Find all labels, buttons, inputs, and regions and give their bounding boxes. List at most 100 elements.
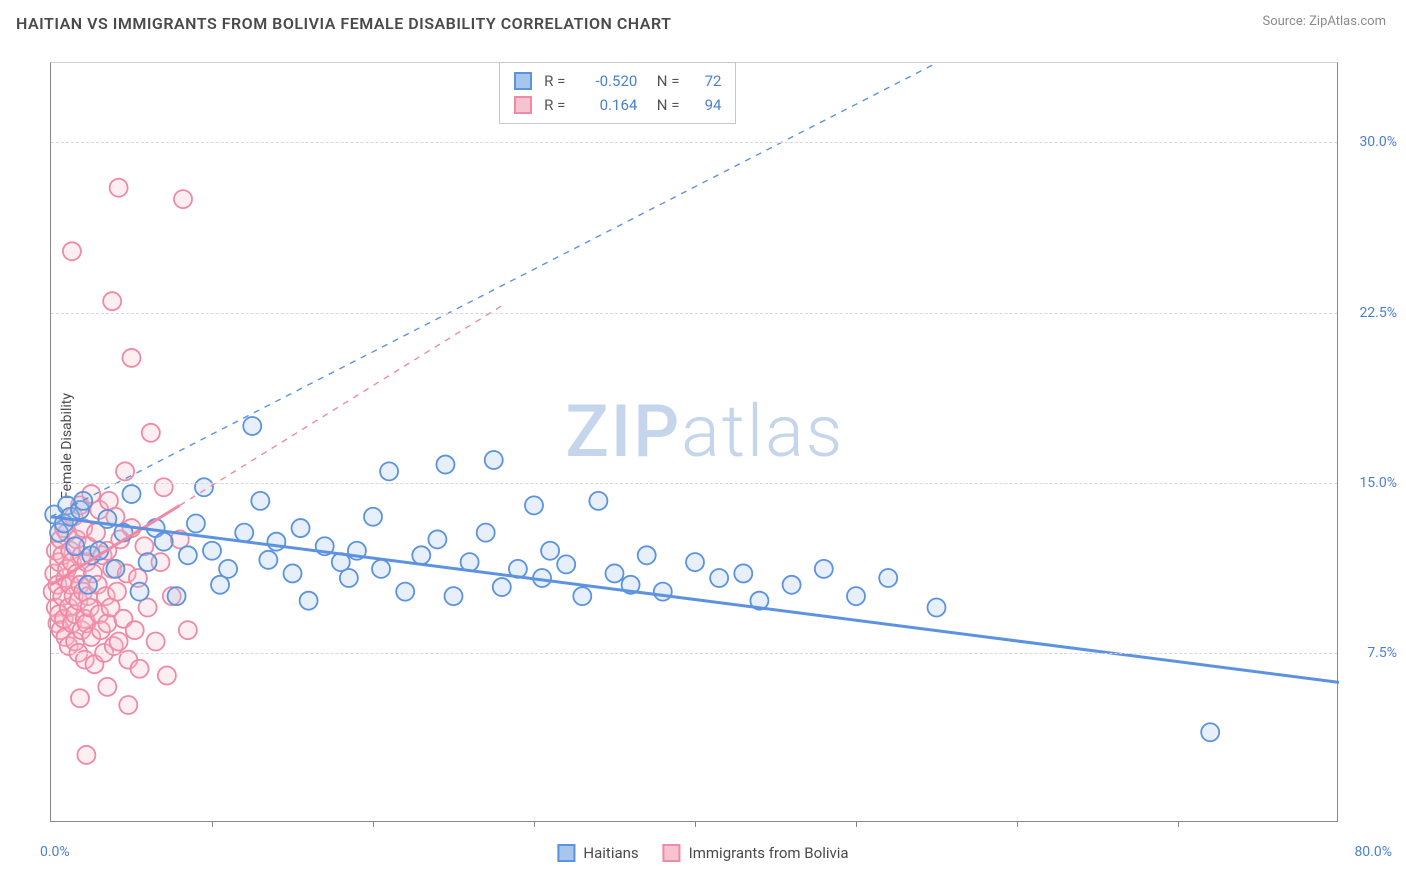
scatter-point: [110, 179, 128, 197]
y-tick-label: 22.5%: [1359, 305, 1397, 321]
y-tick-label: 30.0%: [1359, 134, 1397, 150]
chart-container: HAITIAN VS IMMIGRANTS FROM BOLIVIA FEMAL…: [0, 0, 1406, 892]
source-attribution: Source: ZipAtlas.com: [1262, 14, 1386, 29]
gridline: [51, 653, 1337, 654]
scatter-point: [396, 583, 414, 601]
n-value-bolivia: 94: [689, 93, 721, 117]
scatter-point: [428, 530, 446, 548]
n-label: N =: [649, 69, 679, 93]
swatch-haitians: [557, 844, 575, 862]
plot-area: ZIPatlas 7.5%15.0%22.5%30.0%: [50, 62, 1338, 822]
x-tick: [1017, 821, 1018, 827]
scatter-point: [243, 417, 261, 435]
scatter-point: [734, 564, 752, 582]
trend-line-solid: [51, 517, 1339, 683]
scatter-point: [131, 660, 149, 678]
scatter-point: [139, 553, 157, 571]
legend-item-haitians: Haitians: [557, 844, 638, 862]
n-value-haitians: 72: [689, 69, 721, 93]
gridline: [51, 142, 1337, 143]
r-value-haitians: -0.520: [575, 69, 637, 93]
scatter-svg: [51, 63, 1339, 823]
scatter-point: [235, 524, 253, 542]
scatter-point: [525, 496, 543, 514]
scatter-point: [445, 587, 463, 605]
scatter-point: [251, 492, 269, 510]
scatter-point: [493, 578, 511, 596]
scatter-point: [1201, 723, 1219, 741]
scatter-point: [119, 696, 137, 714]
legend-item-bolivia: Immigrants from Bolivia: [663, 844, 849, 862]
scatter-point: [219, 560, 237, 578]
y-tick-label: 7.5%: [1367, 645, 1397, 661]
legend-row-bolivia: R = 0.164 N = 94: [514, 93, 721, 117]
scatter-point: [179, 546, 197, 564]
scatter-point: [380, 462, 398, 480]
scatter-point: [158, 667, 176, 685]
r-value-bolivia: 0.164: [575, 93, 637, 117]
legend-label-haitians: Haitians: [583, 844, 638, 862]
scatter-point: [155, 478, 173, 496]
scatter-point: [63, 242, 81, 260]
scatter-point: [638, 546, 656, 564]
scatter-point: [74, 492, 92, 510]
trend-line-dashed: [51, 63, 937, 517]
chart-title: HAITIAN VS IMMIGRANTS FROM BOLIVIA FEMAL…: [16, 14, 671, 33]
scatter-point: [879, 569, 897, 587]
scatter-point: [168, 587, 186, 605]
scatter-point: [710, 569, 728, 587]
scatter-point: [654, 583, 672, 601]
scatter-point: [110, 633, 128, 651]
x-tick: [534, 821, 535, 827]
scatter-point: [372, 560, 390, 578]
gridline: [51, 313, 1337, 314]
scatter-point: [686, 553, 704, 571]
scatter-point: [147, 633, 165, 651]
scatter-point: [477, 524, 495, 542]
scatter-point: [108, 583, 126, 601]
scatter-point: [116, 462, 134, 480]
scatter-point: [123, 485, 141, 503]
x-tick: [695, 821, 696, 827]
scatter-point: [123, 349, 141, 367]
scatter-point: [203, 542, 221, 560]
scatter-point: [284, 564, 302, 582]
swatch-bolivia: [514, 96, 532, 114]
legend-row-haitians: R = -0.520 N = 72: [514, 69, 721, 93]
swatch-haitians: [514, 72, 532, 90]
scatter-point: [292, 519, 310, 537]
scatter-point: [436, 456, 454, 474]
r-label: R =: [544, 69, 565, 93]
scatter-point: [174, 190, 192, 208]
gridline: [51, 483, 1337, 484]
scatter-point: [77, 746, 95, 764]
scatter-point: [106, 560, 124, 578]
y-tick-label: 15.0%: [1359, 475, 1397, 491]
scatter-point: [98, 614, 116, 632]
scatter-point: [187, 515, 205, 533]
scatter-point: [815, 560, 833, 578]
scatter-point: [783, 576, 801, 594]
scatter-point: [589, 492, 607, 510]
scatter-point: [142, 424, 160, 442]
n-label: N =: [649, 93, 679, 117]
x-tick: [212, 821, 213, 827]
scatter-point: [557, 555, 575, 573]
trend-line-dashed: [180, 306, 502, 506]
x-tick: [1178, 821, 1179, 827]
scatter-point: [98, 678, 116, 696]
scatter-point: [135, 537, 153, 555]
scatter-point: [300, 592, 318, 610]
correlation-legend: R = -0.520 N = 72 R = 0.164 N = 94: [499, 62, 736, 124]
scatter-point: [71, 689, 89, 707]
scatter-point: [126, 621, 144, 639]
x-axis-origin: 0.0%: [40, 844, 70, 860]
scatter-point: [179, 621, 197, 639]
scatter-point: [66, 537, 84, 555]
scatter-point: [364, 508, 382, 526]
legend-label-bolivia: Immigrants from Bolivia: [689, 844, 849, 862]
scatter-point: [573, 587, 591, 605]
r-label: R =: [544, 93, 565, 117]
scatter-point: [340, 569, 358, 587]
scatter-point: [103, 292, 121, 310]
